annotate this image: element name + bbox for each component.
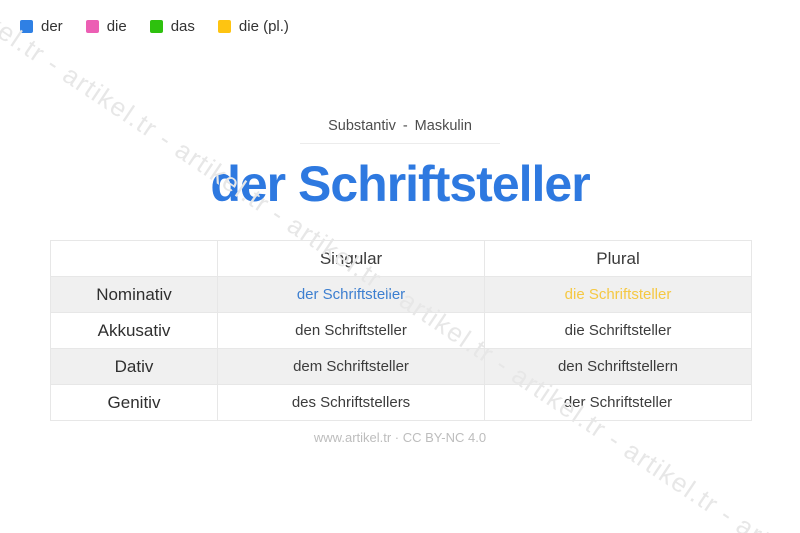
header-cell-singular: Singular — [217, 240, 485, 277]
akkusativ-singular-value: den Schriftsteller — [217, 312, 485, 349]
table-header-row: Singular Plural — [50, 240, 752, 277]
table-row-genitiv: Genitiv des Schriftstellers der Schrifts… — [50, 384, 752, 421]
word-category: Substantiv — [328, 118, 396, 134]
case-label-nominativ: Nominativ — [50, 276, 218, 313]
case-label-dativ: Dativ — [50, 348, 218, 385]
subtitle-separator: - — [402, 118, 408, 134]
nominativ-singular-value: der Schriftsteller — [217, 276, 485, 313]
dativ-singular-value: dem Schriftsteller — [217, 348, 485, 385]
table-row-dativ: Dativ dem Schriftsteller den Schriftstel… — [50, 348, 752, 385]
subtitle-divider — [300, 143, 500, 144]
legend-item-die-plural: die (pl.) — [217, 18, 289, 35]
legend-item-das: das — [149, 18, 195, 35]
declension-table: Singular Plural Nominativ der Schriftste… — [50, 240, 752, 421]
table-row-nominativ: Nominativ der Schriftsteller die Schrift… — [50, 276, 752, 313]
header-cell-case — [50, 240, 218, 277]
word-type-subtitle: Substantiv - Maskulin — [0, 118, 800, 134]
case-label-genitiv: Genitiv — [50, 384, 218, 421]
legend-item-die: die — [85, 18, 127, 35]
akkusativ-plural-value: die Schriftsteller — [484, 312, 752, 349]
genitiv-plural-value: der Schriftsteller — [484, 384, 752, 421]
der-color-swatch — [20, 20, 33, 33]
header-cell-plural: Plural — [484, 240, 752, 277]
die-color-swatch — [85, 20, 99, 33]
genitiv-singular-value: des Schriftstellers — [217, 384, 485, 421]
word-gender: Maskulin — [414, 118, 472, 134]
legend-item-der: der — [20, 18, 63, 35]
legend-label-die-plural: die (pl.) — [238, 18, 289, 35]
dativ-plural-value: den Schriftstellern — [484, 348, 752, 385]
das-color-swatch — [149, 20, 163, 33]
nominativ-plural-value: die Schriftsteller — [484, 276, 752, 313]
legend-label-der: der — [41, 18, 63, 35]
article-color-legend: der die das die (pl.) — [20, 18, 289, 35]
table-row-akkusativ: Akkusativ den Schriftsteller die Schrift… — [50, 312, 752, 349]
legend-label-das: das — [170, 18, 195, 35]
die-plural-color-swatch — [217, 20, 231, 33]
page-title: der Schriftsteller — [210, 156, 590, 212]
legend-label-die: die — [106, 18, 127, 35]
footer-credit: www.artikel.tr · CC BY-NC 4.0 — [313, 430, 487, 445]
case-label-akkusativ: Akkusativ — [50, 312, 218, 349]
